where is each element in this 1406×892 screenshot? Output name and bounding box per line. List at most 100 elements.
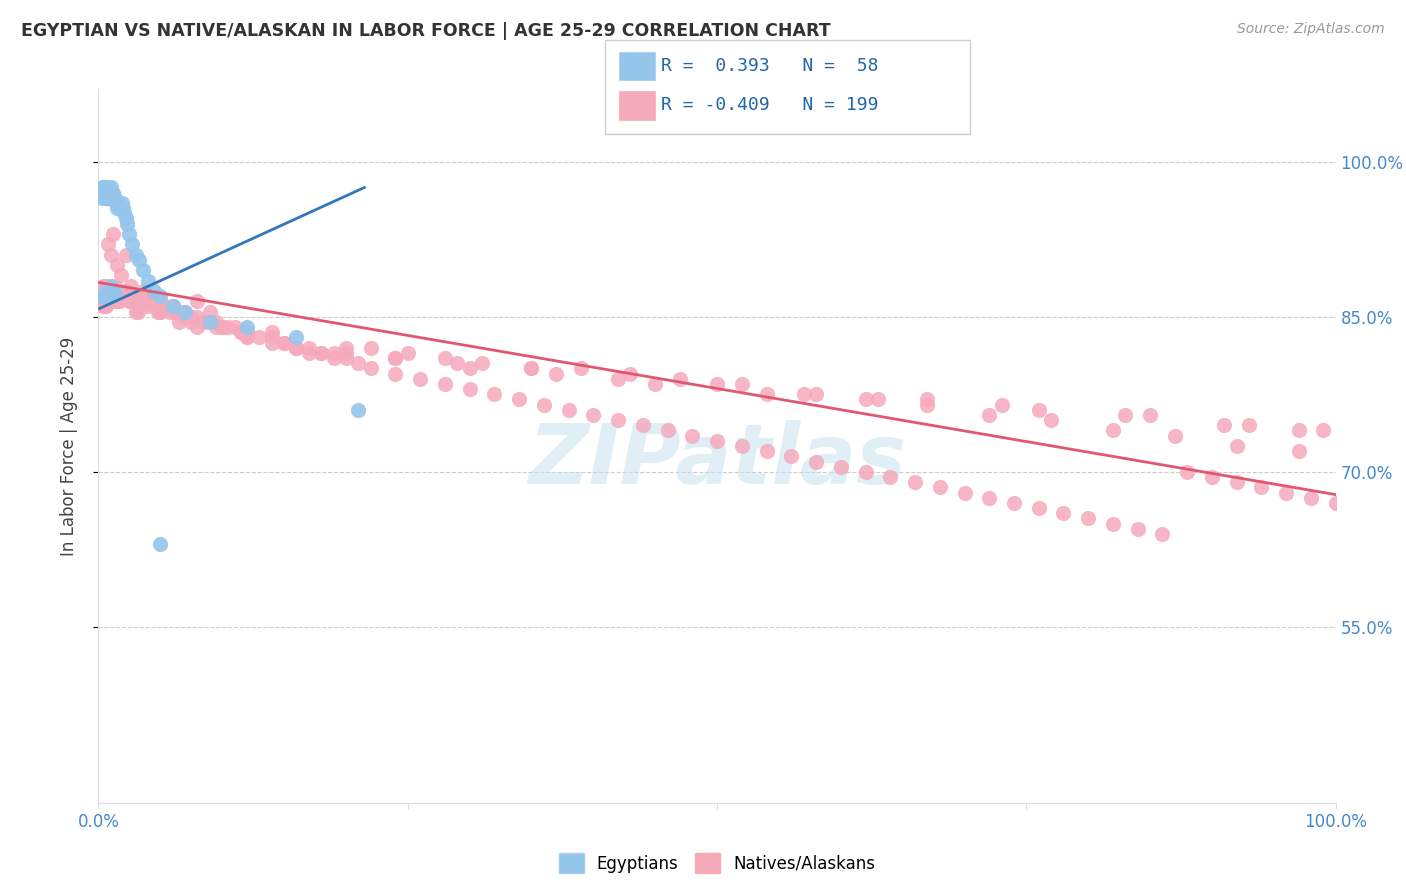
Point xyxy=(107,289,129,303)
Point xyxy=(103,191,125,205)
Point xyxy=(607,372,630,386)
Point xyxy=(1175,465,1198,479)
Point xyxy=(93,299,115,313)
Point xyxy=(146,304,169,318)
Point xyxy=(198,315,221,329)
Point xyxy=(180,310,202,324)
Point xyxy=(120,278,142,293)
Point xyxy=(112,289,135,303)
Point xyxy=(1237,418,1260,433)
Point xyxy=(1299,491,1322,505)
Point xyxy=(285,330,308,344)
Point xyxy=(458,382,481,396)
Point xyxy=(180,315,202,329)
Point xyxy=(508,392,530,407)
Legend: Egyptians, Natives/Alaskans: Egyptians, Natives/Alaskans xyxy=(551,847,883,880)
Point xyxy=(118,294,141,309)
Point xyxy=(98,284,121,298)
Point xyxy=(335,341,357,355)
Point xyxy=(122,289,145,303)
Text: EGYPTIAN VS NATIVE/ALASKAN IN LABOR FORCE | AGE 25-29 CORRELATION CHART: EGYPTIAN VS NATIVE/ALASKAN IN LABOR FORC… xyxy=(21,22,831,40)
Point xyxy=(97,191,120,205)
Point xyxy=(360,361,382,376)
Point xyxy=(107,196,129,211)
Point xyxy=(103,191,125,205)
Point xyxy=(94,278,117,293)
Point xyxy=(98,284,121,298)
Point xyxy=(93,180,115,194)
Point xyxy=(94,180,117,194)
Point xyxy=(110,201,132,215)
Point xyxy=(205,315,228,329)
Point xyxy=(520,361,543,376)
Point xyxy=(100,248,122,262)
Point xyxy=(979,491,1001,505)
Point xyxy=(335,346,357,360)
Point xyxy=(117,284,139,298)
Point xyxy=(103,284,125,298)
Point xyxy=(1052,506,1074,520)
Point xyxy=(124,304,146,318)
Point xyxy=(360,341,382,355)
Point xyxy=(104,196,127,211)
Point xyxy=(100,180,122,194)
Point xyxy=(990,398,1012,412)
Point xyxy=(1126,522,1149,536)
Point xyxy=(100,186,122,200)
Point xyxy=(121,237,143,252)
Point xyxy=(112,289,135,303)
Point xyxy=(114,211,136,226)
Point xyxy=(409,372,432,386)
Point xyxy=(143,299,166,313)
Point xyxy=(706,376,728,391)
Point xyxy=(309,346,332,360)
Point xyxy=(103,278,125,293)
Point xyxy=(98,186,121,200)
Point xyxy=(1226,475,1249,490)
Point xyxy=(979,408,1001,422)
Point xyxy=(103,186,125,200)
Point xyxy=(96,289,118,303)
Point xyxy=(100,294,122,309)
Point xyxy=(115,217,138,231)
Point xyxy=(114,248,136,262)
Point xyxy=(384,351,406,365)
Point xyxy=(1275,485,1298,500)
Point xyxy=(136,299,159,313)
Point xyxy=(91,186,114,200)
Point xyxy=(458,361,481,376)
Point xyxy=(110,268,132,283)
Point xyxy=(186,310,208,324)
Point xyxy=(384,351,406,365)
Point xyxy=(211,320,233,334)
Point xyxy=(136,289,159,303)
Point xyxy=(93,186,115,200)
Point xyxy=(165,304,187,318)
Point xyxy=(384,367,406,381)
Point xyxy=(108,201,131,215)
Point xyxy=(103,294,125,309)
Text: ZIPatlas: ZIPatlas xyxy=(529,420,905,500)
Point xyxy=(105,258,128,272)
Point xyxy=(631,418,654,433)
Point xyxy=(118,289,141,303)
Point xyxy=(484,387,506,401)
Text: R =  0.393   N =  58: R = 0.393 N = 58 xyxy=(661,57,879,75)
Point xyxy=(100,191,122,205)
Point xyxy=(111,196,134,211)
Point xyxy=(149,294,172,309)
Point xyxy=(174,310,197,324)
Point xyxy=(100,284,122,298)
Point xyxy=(174,304,197,318)
Point xyxy=(96,284,118,298)
Point xyxy=(94,186,117,200)
Point xyxy=(731,439,754,453)
Point xyxy=(128,252,150,267)
Point xyxy=(118,227,141,241)
Point xyxy=(108,294,131,309)
Point xyxy=(619,367,641,381)
Point xyxy=(90,289,112,303)
Point xyxy=(1312,424,1334,438)
Point xyxy=(96,191,118,205)
Point xyxy=(96,186,118,200)
